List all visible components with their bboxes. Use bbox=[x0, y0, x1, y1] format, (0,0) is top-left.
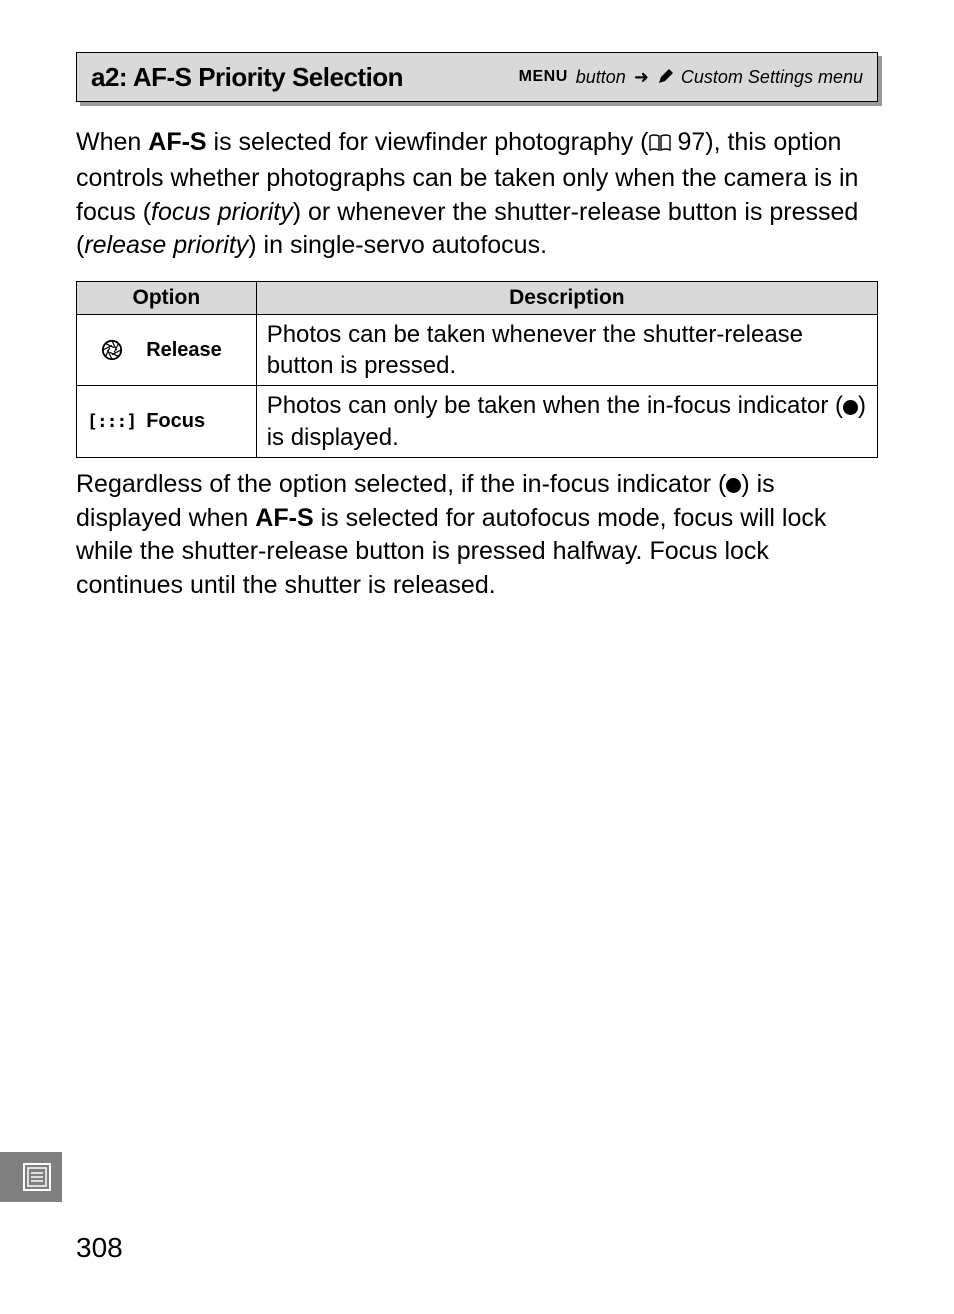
focus-point-icon: [:::] bbox=[87, 411, 136, 432]
option-icon-cell bbox=[77, 315, 137, 386]
breadcrumb: MENU button ➜ Custom Settings menu bbox=[519, 67, 863, 88]
option-desc: Photos can only be taken when the in-foc… bbox=[256, 386, 877, 457]
option-name: Focus bbox=[136, 386, 256, 457]
page-number: 308 bbox=[76, 1232, 123, 1264]
book-icon bbox=[649, 128, 671, 162]
text: When bbox=[76, 128, 148, 156]
manual-page: a2: AF-S Priority Selection MENU button … bbox=[0, 0, 954, 1314]
button-word: button bbox=[576, 67, 626, 88]
in-focus-dot-icon bbox=[726, 478, 741, 493]
menu-label: MENU bbox=[519, 68, 568, 86]
table-header-row: Option Description bbox=[77, 282, 878, 315]
breadcrumb-dest: Custom Settings menu bbox=[681, 67, 863, 88]
table-row: Release Photos can be taken whenever the… bbox=[77, 315, 878, 386]
arrow-icon: ➜ bbox=[634, 67, 649, 88]
section-title: a2: AF-S Priority Selection bbox=[91, 62, 403, 93]
outro-paragraph: Regardless of the option selected, if th… bbox=[76, 468, 878, 603]
focus-priority-term: focus priority bbox=[151, 198, 293, 226]
option-desc: Photos can be taken whenever the shutter… bbox=[256, 315, 877, 386]
shutter-icon bbox=[101, 341, 123, 358]
text: ) in single-servo autofocus. bbox=[248, 231, 547, 259]
afs-label: AF-S bbox=[148, 128, 206, 156]
release-priority-term: release priority bbox=[84, 231, 248, 259]
side-tab bbox=[0, 1152, 62, 1202]
option-icon-cell: [:::] bbox=[77, 386, 137, 457]
in-focus-dot-icon bbox=[843, 400, 858, 415]
options-table: Option Description Release Photos can be… bbox=[76, 281, 878, 458]
option-name: Release bbox=[136, 315, 256, 386]
text: is selected for viewfinder photography ( bbox=[207, 128, 649, 156]
section-header: a2: AF-S Priority Selection MENU button … bbox=[76, 52, 878, 102]
col-option: Option bbox=[77, 282, 257, 315]
table-row: [:::] Focus Photos can only be taken whe… bbox=[77, 386, 878, 457]
col-description: Description bbox=[256, 282, 877, 315]
intro-paragraph: When AF-S is selected for viewfinder pho… bbox=[76, 126, 878, 263]
menu-list-icon bbox=[22, 1162, 52, 1192]
text: Regardless of the option selected, if th… bbox=[76, 470, 726, 498]
afs-label: AF-S bbox=[255, 504, 313, 532]
pencil-icon bbox=[657, 69, 673, 85]
text: Photos can only be taken when the in-foc… bbox=[267, 392, 843, 419]
